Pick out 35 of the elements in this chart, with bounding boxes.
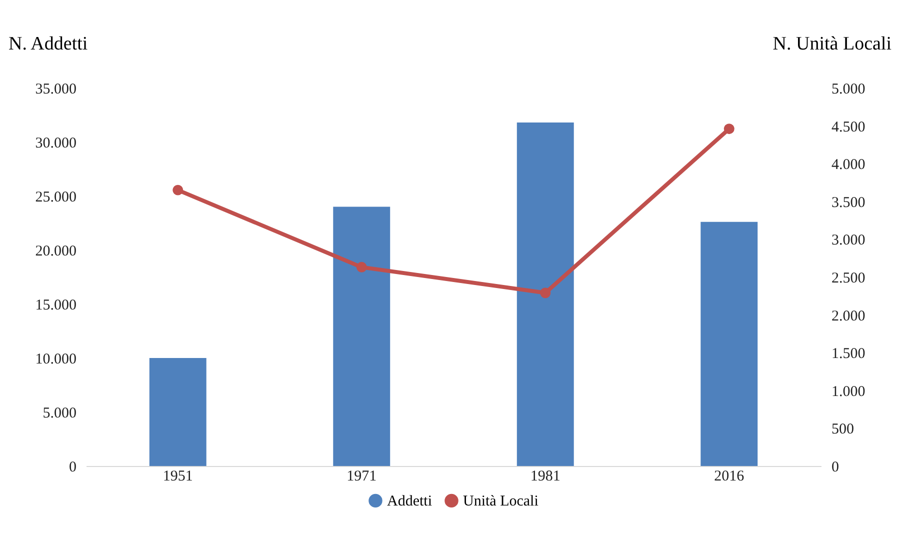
- x-tick-label: 1951: [162, 468, 193, 484]
- point: [724, 124, 734, 134]
- y-axis-title: N. Addetti: [8, 34, 88, 54]
- bar: [516, 122, 574, 466]
- y2-tick-label: 4.000: [832, 157, 866, 174]
- y-tick-label: 5.000: [42, 406, 76, 422]
- legend-label: Unità Locali: [463, 494, 538, 510]
- y2-axis-title: N. Unità Locali: [772, 34, 892, 54]
- x-tick-label: 1971: [346, 468, 377, 484]
- y-tick-label: 0: [69, 460, 76, 476]
- x-tick-label: 2016: [714, 468, 745, 484]
- bar: [333, 206, 390, 466]
- y-tick-label: 10.000: [35, 352, 76, 368]
- y2-tick-label: 3.000: [832, 232, 866, 249]
- y-tick-label: 15.000: [35, 298, 76, 314]
- y-tick-label: 35.000: [35, 82, 76, 98]
- bar: [149, 358, 206, 466]
- y2-tick-label: 2.000: [832, 308, 866, 324]
- y2-tick-label: 2.500: [832, 270, 866, 286]
- legend-label: Addetti: [387, 494, 432, 510]
- point: [540, 288, 551, 298]
- y2-tick-label: 1.500: [832, 346, 866, 362]
- y2-tick-label: 1.000: [832, 384, 866, 400]
- y-tick-label: 30.000: [35, 136, 76, 152]
- y2-tick-label: 5.000: [832, 82, 866, 98]
- y2-tick-label: 0: [832, 460, 839, 476]
- bar: [700, 222, 758, 466]
- y2-tick-label: 3.500: [832, 194, 866, 211]
- point: [172, 184, 184, 196]
- y-tick-label: 20.000: [35, 244, 76, 260]
- y2-tick-label: 4.500: [832, 119, 866, 136]
- point: [356, 262, 367, 272]
- x-tick-label: 1981: [530, 468, 560, 484]
- y2-tick-label: 500: [832, 422, 854, 438]
- y-tick-label: 25.000: [35, 190, 76, 206]
